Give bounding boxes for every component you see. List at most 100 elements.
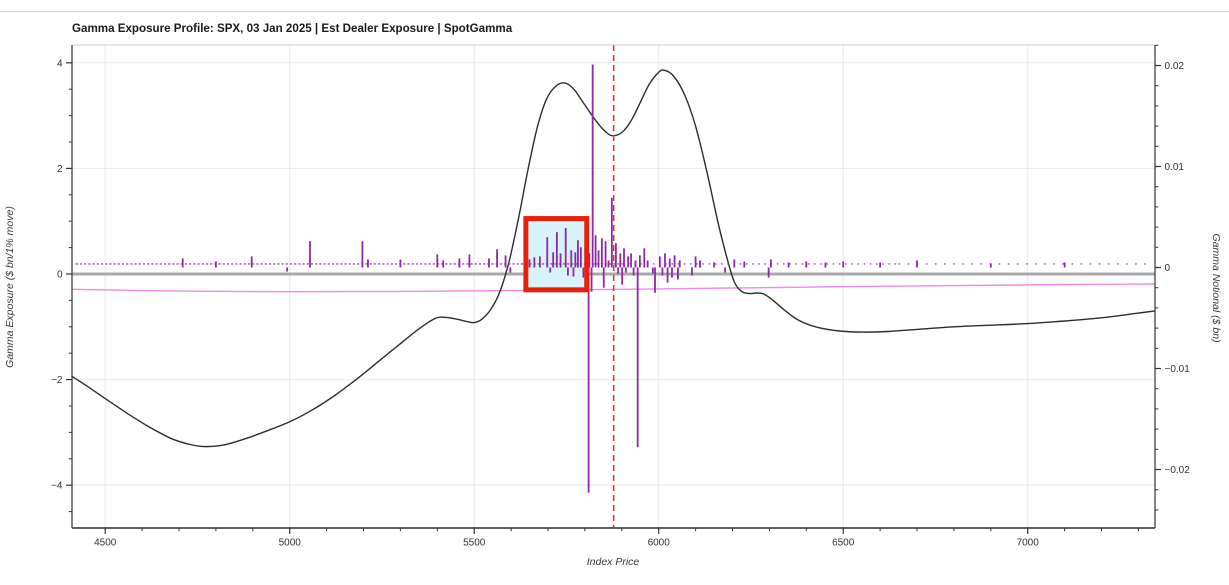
pink-reference-line (71, 283, 1156, 293)
gamma-bar (607, 260, 610, 268)
gamma-bar (691, 267, 693, 276)
svg-text:7000: 7000 (1017, 538, 1040, 549)
highlight-box-border-layer (523, 216, 590, 293)
gamma-bar (666, 267, 669, 283)
y-axis-left-label: Gamma Exposure ($ bn/1% move) (4, 206, 16, 368)
y-axis-right-label: Gamma Notional ($ bn) (1210, 233, 1222, 342)
gamma-bar (651, 267, 654, 274)
gamma-bar (658, 256, 661, 268)
gamma-bar (676, 267, 679, 280)
gamma-bar (286, 267, 289, 272)
axes-layer: 4500 5000 5500 6000 6500 7000 4 2 0 −2 −4 0.02 0.01 0… (51, 44, 1191, 549)
svg-text:6000: 6000 (648, 538, 671, 549)
gamma-bar (638, 255, 641, 268)
gamma-profile-curve (71, 69, 1156, 448)
gamma-bar (570, 250, 573, 268)
gamma-bar (567, 267, 569, 276)
svg-text:−0.01: −0.01 (1165, 364, 1191, 375)
gamma-bar (842, 261, 845, 268)
gamma-bar (528, 259, 531, 268)
gamma-bar (630, 253, 632, 268)
gamma-bar (509, 267, 512, 273)
gamma-bar (634, 260, 637, 268)
gamma-bar (661, 267, 664, 276)
gamma-bar (576, 240, 579, 268)
gamma-bar (504, 255, 507, 268)
gamma-bar (767, 267, 770, 278)
chart-title: Gamma Exposure Profile: SPX, 03 Jan 2025… (72, 22, 513, 35)
gamma-bar (724, 267, 727, 273)
gamma-bar (309, 241, 311, 268)
gamma-bar (587, 267, 590, 493)
gamma-profile-curve-layer (71, 69, 1156, 448)
gamma-bar (699, 260, 701, 268)
gamma-bar (733, 259, 736, 268)
gamma-bar (673, 255, 676, 268)
gamma-bar (743, 261, 746, 268)
gamma-bar (555, 232, 558, 268)
gamma-bar (989, 263, 992, 268)
gamma-bar (361, 241, 364, 268)
gamma-bar (591, 64, 594, 268)
gamma-bar (597, 250, 600, 268)
gamma-bars-layer (181, 64, 1066, 493)
gamma-bar (668, 258, 671, 268)
svg-text:0: 0 (57, 269, 63, 280)
svg-text:2: 2 (57, 164, 63, 175)
gamma-bar (496, 249, 498, 268)
gamma-bar (468, 254, 471, 268)
gamma-bar (250, 256, 253, 268)
gamma-bar (538, 256, 541, 268)
gamma-bar (617, 267, 620, 274)
gamma-bar (694, 256, 697, 268)
gamma-bar (713, 262, 715, 268)
x-axis-label: Index Price (587, 556, 640, 568)
svg-text:−2: −2 (51, 375, 63, 386)
gamma-bar (533, 257, 536, 268)
svg-text:5000: 5000 (279, 538, 302, 549)
gamma-bar (552, 252, 555, 268)
gamma-bar (564, 228, 567, 268)
gamma-bar (664, 253, 666, 268)
gamma-bar (600, 238, 603, 268)
gamma-bar (488, 258, 490, 268)
gamma-bar (614, 243, 617, 268)
gamma-bar (588, 253, 591, 268)
gamma-bar (916, 260, 918, 268)
gamma-bar (579, 247, 582, 268)
gamma-bar (367, 259, 369, 268)
gamma-bar (627, 256, 629, 268)
gamma-bar (636, 267, 639, 448)
gamma-bar (442, 260, 445, 268)
gamma-bar (621, 267, 624, 285)
gamma-bar (619, 253, 622, 268)
gamma-bar (1063, 262, 1066, 268)
gamma-bar (678, 260, 681, 268)
svg-text:4500: 4500 (94, 538, 117, 549)
gamma-bar (399, 259, 402, 268)
gamma-bar (549, 267, 552, 273)
gamma-bar (610, 197, 613, 268)
gamma-bar (671, 267, 673, 278)
svg-text:4: 4 (57, 58, 63, 69)
gamma-bar (559, 253, 562, 268)
svg-text:6500: 6500 (832, 538, 855, 549)
gamma-bar (458, 258, 461, 268)
gamma-bar (602, 267, 605, 288)
gamma-bar (215, 261, 217, 268)
gamma-bar (646, 260, 649, 268)
gamma-bar (769, 259, 772, 268)
gamma-bar (572, 267, 575, 277)
pink-line-layer (71, 283, 1156, 293)
gamma-bar (824, 262, 827, 268)
svg-text:−4: −4 (51, 481, 63, 492)
gamma-bar (181, 258, 184, 268)
gamma-bar (643, 248, 646, 268)
highlight-box-border (523, 216, 590, 293)
gamma-bar (632, 267, 635, 276)
svg-text:0.01: 0.01 (1165, 162, 1185, 173)
gamma-bar (805, 261, 808, 268)
gamma-bar (623, 248, 625, 268)
